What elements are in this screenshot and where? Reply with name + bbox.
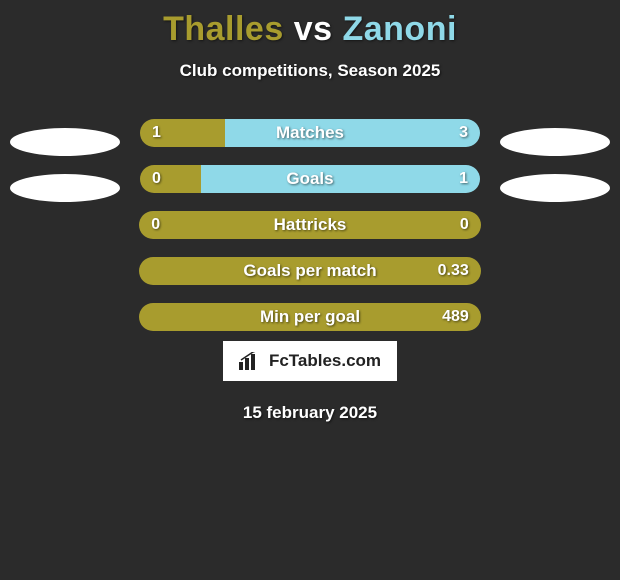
stat-label: Matches	[276, 123, 344, 143]
comparison-row: 489 Min per goal	[0, 303, 620, 331]
stat-bar: 0 0 Hattricks	[139, 211, 481, 239]
left-ellipse-slot	[10, 220, 119, 248]
title-vs: vs	[294, 10, 333, 48]
title-right: Zanoni	[342, 10, 456, 48]
stat-right-value: 489	[442, 308, 469, 326]
bar-chart-icon	[239, 352, 261, 370]
comparison-chart: 1 3 Matches 0 1 Goals 0 0 Hattricks 0.33 Goals per…	[0, 119, 620, 331]
stat-bar-right-seg	[201, 165, 480, 193]
title-left: Thalles	[163, 10, 284, 48]
left-ellipse-slot	[10, 174, 120, 202]
left-ellipse-slot	[10, 128, 120, 156]
comparison-row: 0 1 Goals	[0, 165, 620, 211]
stat-bar-right-seg	[225, 119, 480, 147]
right-ellipse-slot	[501, 220, 610, 248]
stat-label: Min per goal	[260, 307, 360, 327]
stat-bar: 0.33 Goals per match	[139, 257, 481, 285]
stat-right-value: 1	[459, 170, 468, 188]
stat-label: Goals per match	[243, 261, 376, 281]
stat-left-value: 0	[151, 216, 160, 234]
logo-wrap: FcTables.com	[0, 341, 620, 381]
date-label: 15 february 2025	[0, 403, 620, 423]
stat-left-value: 1	[152, 124, 161, 142]
comparison-row: 0 0 Hattricks	[0, 211, 620, 257]
left-player-marker	[10, 128, 120, 156]
stat-right-value: 0.33	[438, 262, 469, 280]
stat-bar: 0 1 Goals	[140, 165, 480, 193]
stat-bar: 489 Min per goal	[139, 303, 481, 331]
stat-label: Hattricks	[274, 215, 347, 235]
fctables-logo: FcTables.com	[223, 341, 397, 381]
right-player-marker	[500, 128, 610, 156]
right-ellipse-slot	[500, 128, 610, 156]
subtitle: Club competitions, Season 2025	[0, 61, 620, 81]
left-ellipse-slot	[10, 266, 119, 294]
stat-bar: 1 3 Matches	[140, 119, 480, 147]
stat-label: Goals	[286, 169, 333, 189]
right-ellipse-slot	[500, 174, 610, 202]
logo-text: FcTables.com	[269, 351, 381, 371]
stat-right-value: 3	[459, 124, 468, 142]
right-ellipse-slot	[501, 303, 610, 331]
left-ellipse-slot	[10, 303, 119, 331]
right-ellipse-slot	[501, 266, 610, 294]
comparison-row: 0.33 Goals per match	[0, 257, 620, 303]
stat-right-value: 0	[460, 216, 469, 234]
right-player-marker	[500, 174, 610, 202]
page-title: Thalles vs Zanoni	[0, 0, 620, 49]
stat-bar-left-seg	[140, 165, 201, 193]
stat-left-value: 0	[152, 170, 161, 188]
left-player-marker	[10, 174, 120, 202]
comparison-row: 1 3 Matches	[0, 119, 620, 165]
